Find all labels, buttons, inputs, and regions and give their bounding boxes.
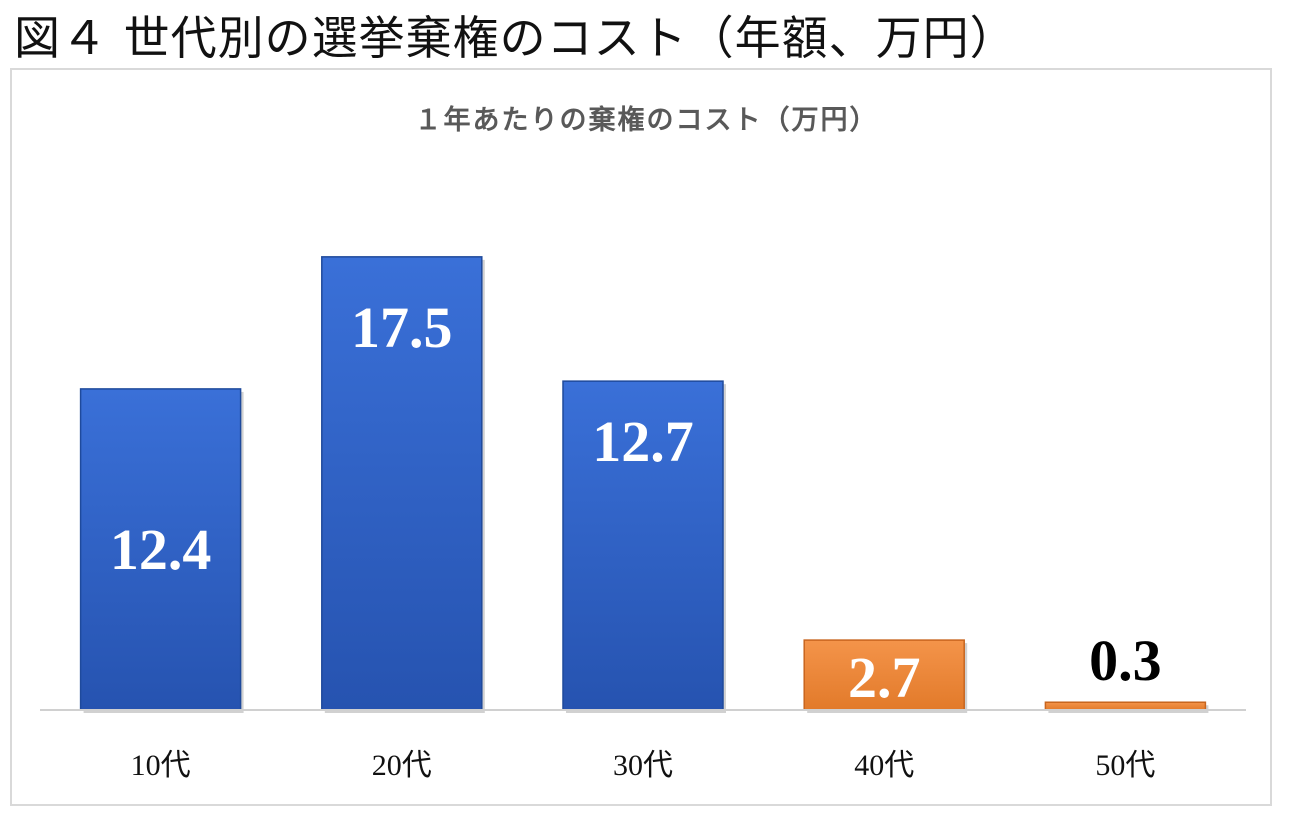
bar-20代	[321, 256, 483, 711]
data-label-30代: 12.7	[592, 409, 694, 474]
category-label-30代: 30代	[613, 749, 673, 782]
category-label-20代: 20代	[372, 749, 432, 782]
category-label-40代: 40代	[854, 749, 914, 782]
figure-title: 図４ 世代別の選挙棄権のコスト（年額、万円）	[14, 11, 1017, 65]
data-label-50代: 0.3	[1089, 628, 1162, 693]
chart-title: １年あたりの棄権のコスト（万円）	[414, 105, 879, 136]
data-label-10代: 12.4	[110, 517, 212, 582]
category-label-10代: 10代	[131, 749, 191, 782]
bar-30代	[562, 380, 724, 711]
data-label-40代: 2.7	[848, 645, 921, 710]
data-label-20代: 17.5	[351, 295, 453, 360]
bar-40代	[803, 639, 965, 711]
bar-50代	[1044, 701, 1207, 711]
category-label-50代: 50代	[1095, 749, 1155, 782]
